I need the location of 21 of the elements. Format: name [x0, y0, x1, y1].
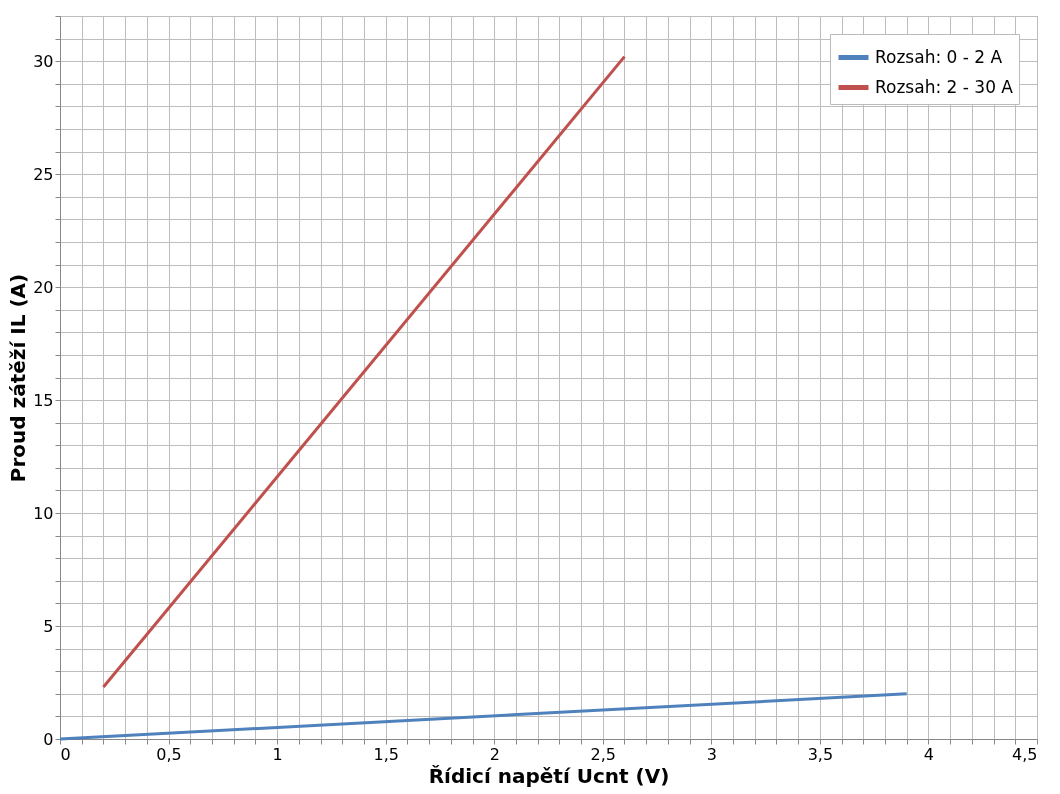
x-tick-label: 2: [489, 744, 500, 764]
x-tick-label: 4,5: [1012, 744, 1038, 764]
y-tick-label: 20: [33, 277, 54, 297]
y-axis-title: Proud zátěží IL (A): [6, 273, 31, 483]
x-axis-title: Řídicí napětí Ucnt (V): [428, 763, 670, 788]
x-tick-label: 3: [706, 744, 717, 764]
x-tick-label: 4: [923, 744, 935, 764]
y-tick-label: 0: [43, 729, 54, 749]
y-tick-label: 5: [43, 616, 54, 636]
x-tick-label: 0,5: [156, 744, 182, 764]
y-tick-label: 30: [33, 51, 54, 71]
y-tick-label: 25: [33, 164, 54, 184]
x-tick-label: 0: [60, 744, 71, 764]
x-tick-label: 2,5: [590, 744, 616, 764]
legend-label: Rozsah: 2 - 30 A: [875, 76, 1014, 97]
legend-label: Rozsah: 0 - 2 A: [875, 46, 1003, 67]
x-tick-label: 1: [272, 744, 283, 764]
y-tick-label: 15: [33, 390, 54, 410]
x-tick-label: 3,5: [807, 744, 834, 764]
y-tick-label: 10: [33, 503, 54, 523]
x-tick-label: 1,5: [373, 744, 399, 764]
